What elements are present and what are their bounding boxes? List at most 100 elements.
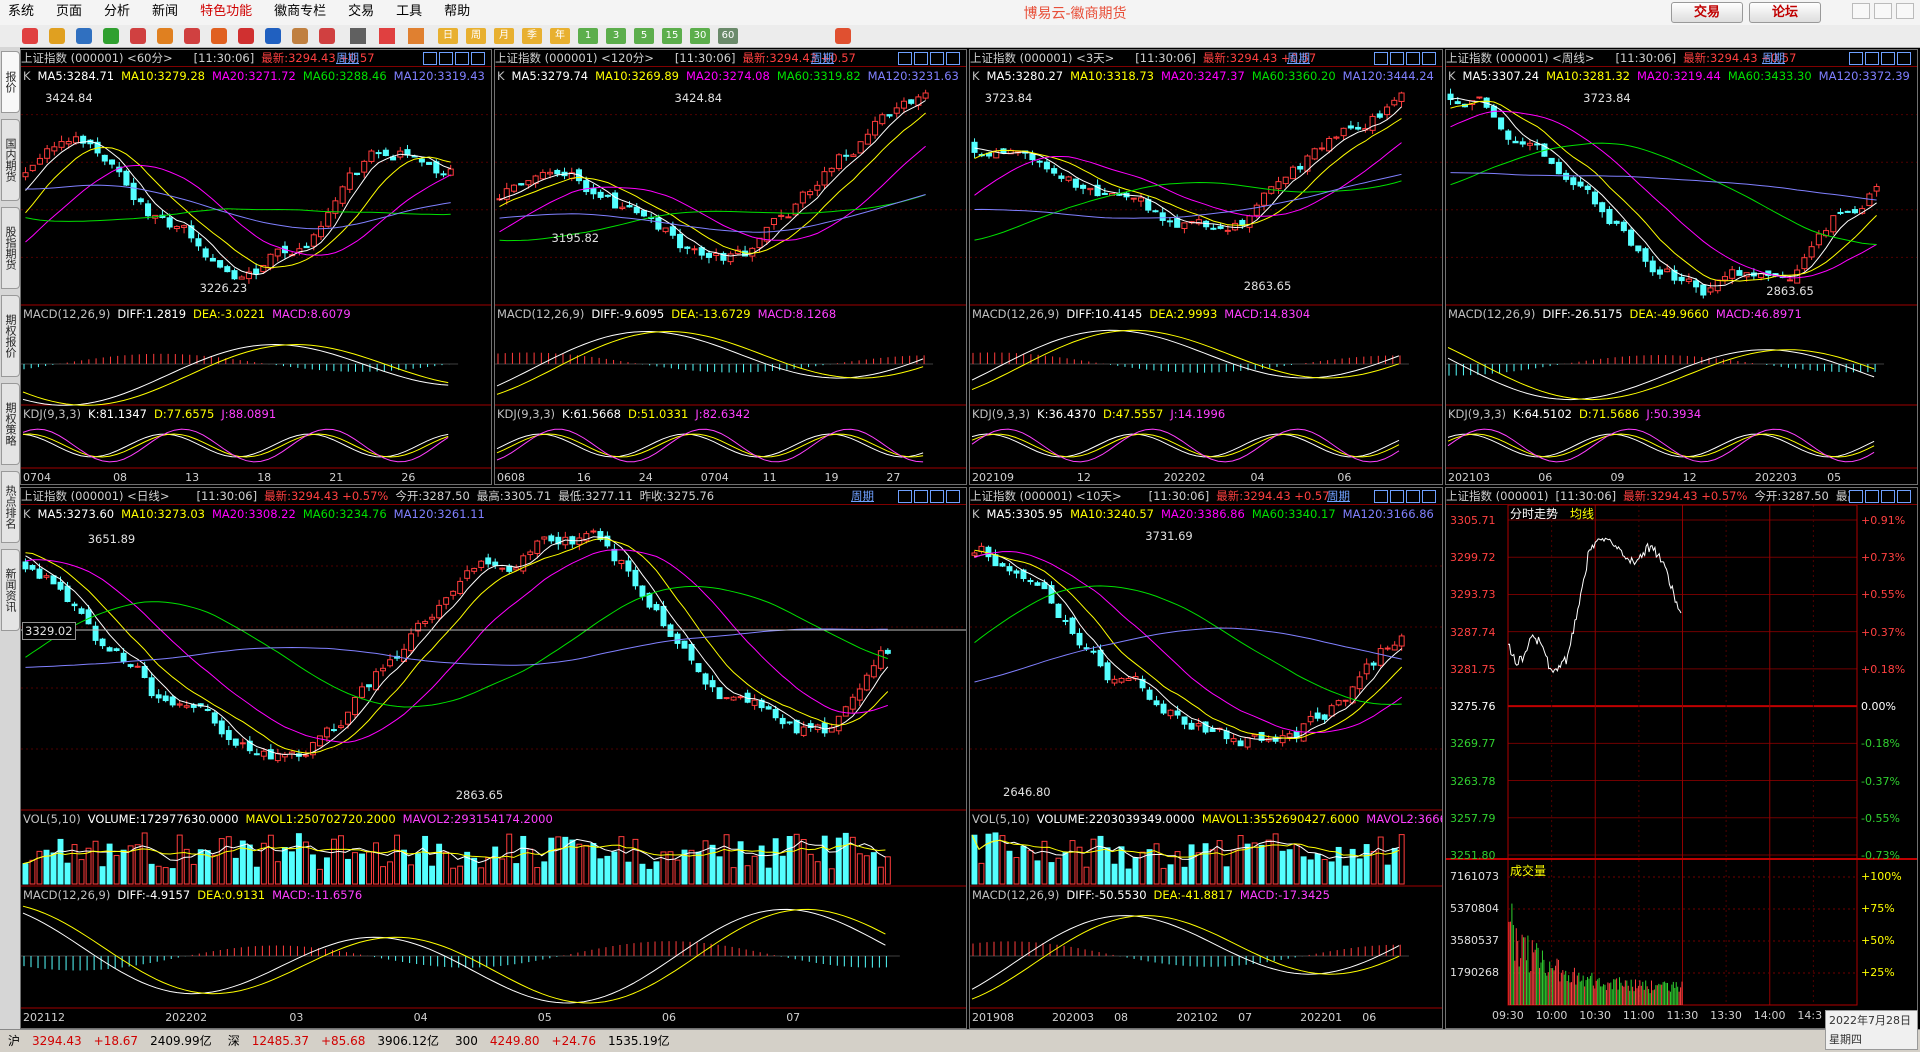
toolbar-button-label[interactable]: 季	[527, 30, 537, 41]
cycle-link[interactable]: 周期	[811, 51, 834, 65]
sidebar-tab-label[interactable]: 股指期货	[4, 226, 17, 270]
menu-item[interactable]: 交易	[348, 4, 375, 19]
sidebar-tab[interactable]: 股指期货	[1, 207, 20, 289]
sidebar-tab-label[interactable]: 报价	[4, 71, 17, 93]
panel-window-button[interactable]	[930, 490, 944, 503]
toolbar-button[interactable]: 年	[550, 28, 570, 44]
toolbar-icon[interactable]	[157, 28, 173, 44]
panel-window-button[interactable]	[423, 52, 437, 65]
toolbar-button[interactable]: 30	[690, 28, 710, 44]
toolbar-icon[interactable]	[319, 28, 335, 44]
panel-window-button[interactable]	[1422, 52, 1436, 65]
toolbar-icon[interactable]	[408, 28, 424, 44]
toolbar-icon[interactable]	[238, 28, 254, 44]
window-control[interactable]	[1874, 3, 1892, 19]
toolbar-button-label[interactable]: 60	[721, 30, 735, 41]
toolbar-button[interactable]: 60	[718, 28, 738, 44]
toolbar-icon[interactable]	[265, 28, 281, 44]
toolbar-icon[interactable]	[130, 28, 146, 44]
panel-window-button[interactable]	[930, 52, 944, 65]
panel-window-button[interactable]	[439, 52, 453, 65]
toolbar-button-label[interactable]: 日	[443, 30, 453, 41]
toolbar-button-label[interactable]: 年	[555, 30, 565, 41]
panel-window-button[interactable]	[946, 490, 960, 503]
panel-window-button[interactable]	[898, 52, 912, 65]
sidebar-tab-label[interactable]: 热点排名	[4, 485, 17, 529]
toolbar-button-label[interactable]: 周	[471, 30, 481, 41]
cycle-link[interactable]: 周期	[1287, 51, 1310, 65]
menu-item[interactable]: 徽商专栏	[274, 4, 327, 19]
window-control[interactable]	[1852, 3, 1870, 19]
panel-window-button[interactable]	[1390, 52, 1404, 65]
panel-window-button[interactable]	[1897, 490, 1911, 503]
panel-window-button[interactable]	[1881, 490, 1895, 503]
toolbar-button[interactable]: 周	[466, 28, 486, 44]
cycle-link[interactable]: 周期	[336, 51, 359, 65]
toolbar-button[interactable]: 15	[662, 28, 682, 44]
top-button[interactable]: 交易	[1671, 2, 1743, 23]
toolbar-button-label[interactable]: 15	[665, 30, 679, 41]
toolbar-icon[interactable]	[379, 28, 395, 44]
panel-window-button[interactable]	[914, 490, 928, 503]
toolbar-icon[interactable]	[835, 28, 851, 44]
toolbar-button[interactable]: 3	[606, 28, 626, 44]
panel-window-button[interactable]	[1406, 490, 1420, 503]
window-control[interactable]	[1896, 3, 1914, 19]
menu-item[interactable]: 特色功能	[200, 4, 253, 19]
sidebar-tab-label[interactable]: 期权策略	[4, 402, 17, 446]
menu-item[interactable]: 工具	[396, 4, 423, 19]
panel-window-button[interactable]	[1865, 52, 1879, 65]
top-button-label[interactable]: 论坛	[1771, 5, 1798, 20]
panel-window-button[interactable]	[1374, 490, 1388, 503]
toolbar-button[interactable]: 季	[522, 28, 542, 44]
panel-window-button[interactable]	[1422, 490, 1436, 503]
panel-window-button[interactable]	[1865, 490, 1879, 503]
panel-window-button[interactable]	[1881, 52, 1895, 65]
toolbar-icon[interactable]	[211, 28, 227, 44]
sidebar-tab-label[interactable]: 期权报价	[4, 314, 17, 358]
panel-window-button[interactable]	[946, 52, 960, 65]
toolbar-icon[interactable]	[184, 28, 200, 44]
menu-item[interactable]: 页面	[56, 4, 83, 19]
toolbar-icon[interactable]	[103, 28, 119, 44]
toolbar-icon[interactable]	[49, 28, 65, 44]
sidebar-tab[interactable]: 报价	[1, 51, 20, 113]
toolbar-button[interactable]: 1	[578, 28, 598, 44]
sidebar-tab[interactable]: 新闻资讯	[1, 549, 20, 631]
panel-window-button[interactable]	[1390, 490, 1404, 503]
menu-item[interactable]: 分析	[104, 4, 131, 19]
panel-window-button[interactable]	[1897, 52, 1911, 65]
sidebar-tab[interactable]: 期权报价	[1, 295, 20, 377]
panel-window-button[interactable]	[1849, 52, 1863, 65]
cycle-link[interactable]: 周期	[851, 489, 874, 503]
toolbar-button-label[interactable]: 月	[499, 30, 509, 41]
panel-window-button[interactable]	[455, 52, 469, 65]
top-button-label[interactable]: 交易	[1693, 5, 1720, 20]
menu-item[interactable]: 系统	[8, 4, 35, 19]
sidebar-tab[interactable]: 热点排名	[1, 471, 20, 543]
panel-window-button[interactable]	[914, 52, 928, 65]
toolbar-button-label[interactable]: 5	[640, 30, 648, 41]
cycle-link[interactable]: 周期	[1762, 51, 1785, 65]
menu-item[interactable]: 帮助	[444, 4, 471, 19]
sidebar-tab[interactable]: 期权策略	[1, 383, 20, 465]
toolbar-button[interactable]: 月	[494, 28, 514, 44]
sidebar-tab-label[interactable]: 新闻资讯	[4, 568, 17, 612]
top-button[interactable]: 论坛	[1749, 2, 1821, 23]
toolbar-icon[interactable]	[76, 28, 92, 44]
toolbar-button-label[interactable]: 30	[693, 30, 707, 41]
toolbar-button[interactable]: 5	[634, 28, 654, 44]
toolbar-icon[interactable]	[292, 28, 308, 44]
panel-window-button[interactable]	[1406, 52, 1420, 65]
cycle-link[interactable]: 周期	[1327, 489, 1350, 503]
toolbar-icon[interactable]	[22, 28, 38, 44]
toolbar-button-label[interactable]: 3	[612, 30, 620, 41]
panel-window-button[interactable]	[1849, 490, 1863, 503]
toolbar-button-label[interactable]: 1	[584, 30, 592, 41]
sidebar-tab-label[interactable]: 国内期货	[4, 138, 17, 182]
menu-item[interactable]: 新闻	[152, 4, 179, 19]
panel-window-button[interactable]	[471, 52, 485, 65]
panel-window-button[interactable]	[898, 490, 912, 503]
toolbar-button[interactable]: 日	[438, 28, 458, 44]
toolbar-icon[interactable]	[350, 28, 366, 44]
